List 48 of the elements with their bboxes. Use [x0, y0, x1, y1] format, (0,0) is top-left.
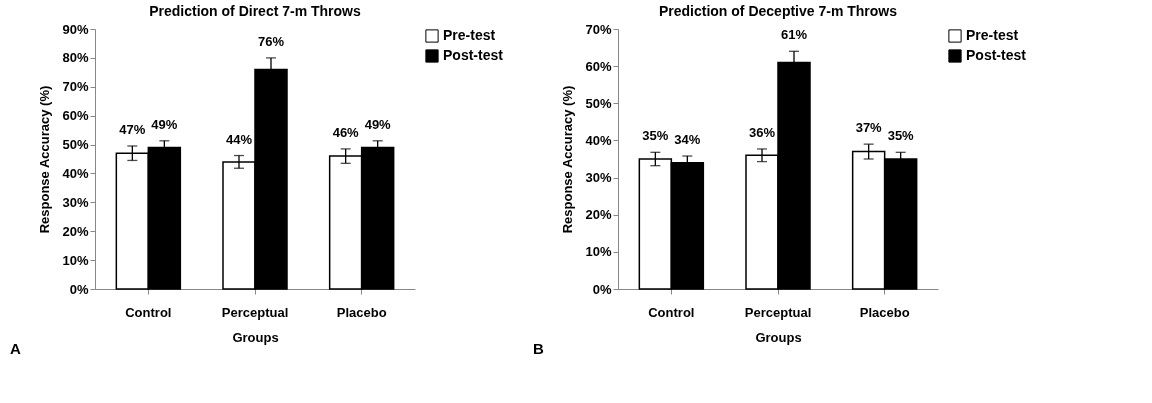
data-label: 35%	[642, 128, 669, 144]
x-tick-label: Control	[125, 304, 172, 320]
y-tick-label: 90%	[62, 21, 89, 37]
y-tick-label: 40%	[62, 165, 89, 181]
data-label: 49%	[151, 116, 178, 132]
y-axis-title: Response Accuracy (%)	[37, 85, 53, 234]
y-tick-label: 30%	[585, 170, 612, 186]
x-tick-label: Placebo	[859, 304, 910, 320]
y-tick-label: 0%	[592, 281, 612, 297]
data-label: 34%	[674, 132, 701, 148]
y-tick-label: 60%	[62, 108, 89, 124]
y-tick-label: 20%	[62, 223, 89, 239]
y-tick-label: 70%	[62, 79, 89, 95]
text: B	[533, 340, 544, 357]
x-tick-label: Placebo	[336, 304, 387, 320]
x-tick-label: Perceptual	[744, 304, 812, 320]
chart-title: Prediction of Direct 7-m Throws	[149, 3, 361, 19]
data-label: 61%	[780, 27, 808, 43]
legend-label: Pre-test	[966, 27, 1019, 43]
y-tick-label: 80%	[62, 50, 89, 66]
x-tick-label: Perceptual	[221, 304, 289, 320]
data-label: 49%	[364, 116, 392, 132]
y-tick-label: 30%	[62, 194, 89, 210]
legend-label: Post-test	[966, 47, 1027, 63]
y-tick-label: 20%	[585, 207, 612, 223]
data-label: 44%	[225, 131, 253, 147]
chart-title: Prediction of Deceptive 7-m Throws	[658, 3, 898, 19]
data-label: 37%	[855, 120, 883, 136]
data-label: 76%	[257, 33, 285, 49]
y-tick-label: 0%	[69, 281, 89, 297]
y-tick-label: 10%	[585, 244, 612, 260]
data-label: 35%	[887, 128, 915, 144]
y-tick-label: 50%	[62, 137, 89, 153]
legend-label: Post-test	[443, 47, 504, 63]
y-tick-label: 60%	[585, 58, 612, 74]
x-axis-title: Groups	[232, 329, 279, 345]
y-tick-label: 50%	[585, 95, 612, 111]
y-tick-label: 40%	[585, 132, 612, 148]
data-label: 47%	[119, 122, 146, 137]
data-label: 36%	[748, 124, 776, 140]
legend-label: Pre-test	[443, 27, 496, 43]
y-tick-label: 70%	[585, 21, 612, 37]
y-tick-label: 10%	[62, 252, 89, 268]
x-tick-label: Control	[648, 304, 695, 320]
text: A	[10, 340, 21, 357]
data-label: 46%	[332, 124, 360, 140]
x-axis-title: Groups	[755, 329, 802, 345]
y-axis-title: Response Accuracy (%)	[560, 85, 576, 234]
